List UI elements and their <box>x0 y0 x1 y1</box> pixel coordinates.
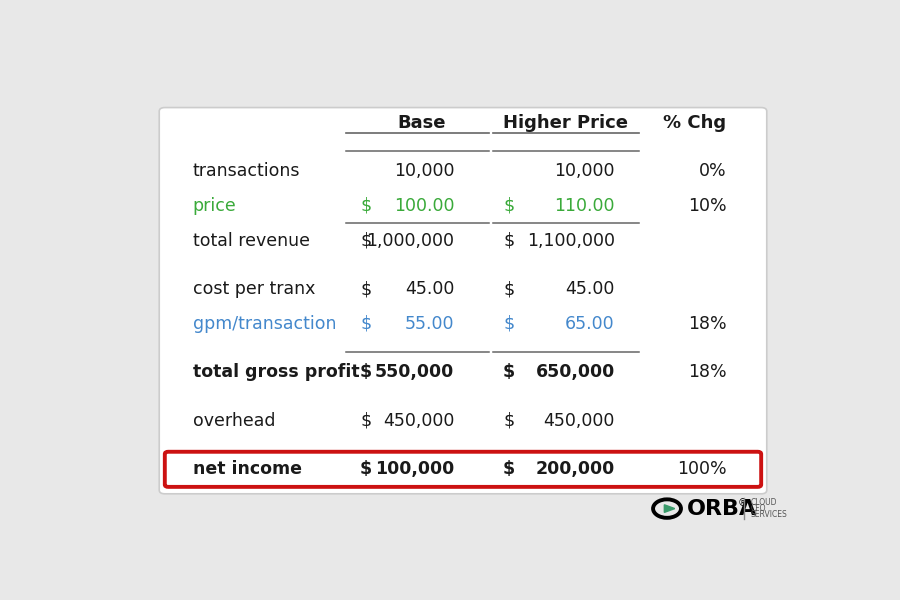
Text: cost per tranx: cost per tranx <box>193 280 315 298</box>
Text: 18%: 18% <box>688 363 726 382</box>
Text: 200,000: 200,000 <box>536 460 615 478</box>
Text: % Chg: % Chg <box>663 114 726 132</box>
Text: transactions: transactions <box>193 163 301 181</box>
Polygon shape <box>664 505 675 512</box>
Text: Base: Base <box>397 114 446 132</box>
Text: $: $ <box>503 460 515 478</box>
Text: CLOUD: CLOUD <box>751 498 778 507</box>
Text: $: $ <box>360 197 372 215</box>
Text: 110.00: 110.00 <box>554 197 615 215</box>
Text: total gross profit: total gross profit <box>193 363 359 382</box>
Text: 100,000: 100,000 <box>375 460 454 478</box>
Text: 45.00: 45.00 <box>565 280 615 298</box>
Text: 450,000: 450,000 <box>382 412 454 430</box>
Text: 18%: 18% <box>688 315 726 333</box>
Text: $: $ <box>360 315 372 333</box>
Text: SERVICES: SERVICES <box>751 510 788 519</box>
Text: ORBA: ORBA <box>687 499 757 518</box>
Text: 100%: 100% <box>677 460 726 478</box>
Text: gpm/transaction: gpm/transaction <box>193 315 337 333</box>
Text: 65.00: 65.00 <box>565 315 615 333</box>
Text: $: $ <box>360 363 373 382</box>
Text: Higher Price: Higher Price <box>503 114 628 132</box>
Text: CFO: CFO <box>751 504 766 513</box>
Text: $: $ <box>360 280 372 298</box>
Text: 55.00: 55.00 <box>405 315 454 333</box>
Text: price: price <box>193 197 237 215</box>
Text: $: $ <box>360 232 372 250</box>
Text: $: $ <box>503 232 515 250</box>
Text: ®: ® <box>737 498 747 508</box>
Text: 10%: 10% <box>688 197 726 215</box>
Text: 100.00: 100.00 <box>394 197 454 215</box>
Text: 10,000: 10,000 <box>394 163 454 181</box>
Text: 0%: 0% <box>698 163 726 181</box>
Text: $: $ <box>503 280 515 298</box>
Text: 550,000: 550,000 <box>375 363 454 382</box>
FancyBboxPatch shape <box>159 107 767 494</box>
Text: $: $ <box>503 197 515 215</box>
Text: $: $ <box>360 460 373 478</box>
Text: 45.00: 45.00 <box>405 280 454 298</box>
Text: $: $ <box>503 315 515 333</box>
Text: $: $ <box>360 412 372 430</box>
Text: total revenue: total revenue <box>193 232 310 250</box>
Text: 1,000,000: 1,000,000 <box>366 232 454 250</box>
Text: net income: net income <box>193 460 302 478</box>
Text: 1,100,000: 1,100,000 <box>526 232 615 250</box>
Text: $: $ <box>503 363 515 382</box>
Text: 450,000: 450,000 <box>544 412 615 430</box>
Text: 10,000: 10,000 <box>554 163 615 181</box>
Text: $: $ <box>503 412 515 430</box>
Text: 650,000: 650,000 <box>536 363 615 382</box>
Text: overhead: overhead <box>193 412 275 430</box>
